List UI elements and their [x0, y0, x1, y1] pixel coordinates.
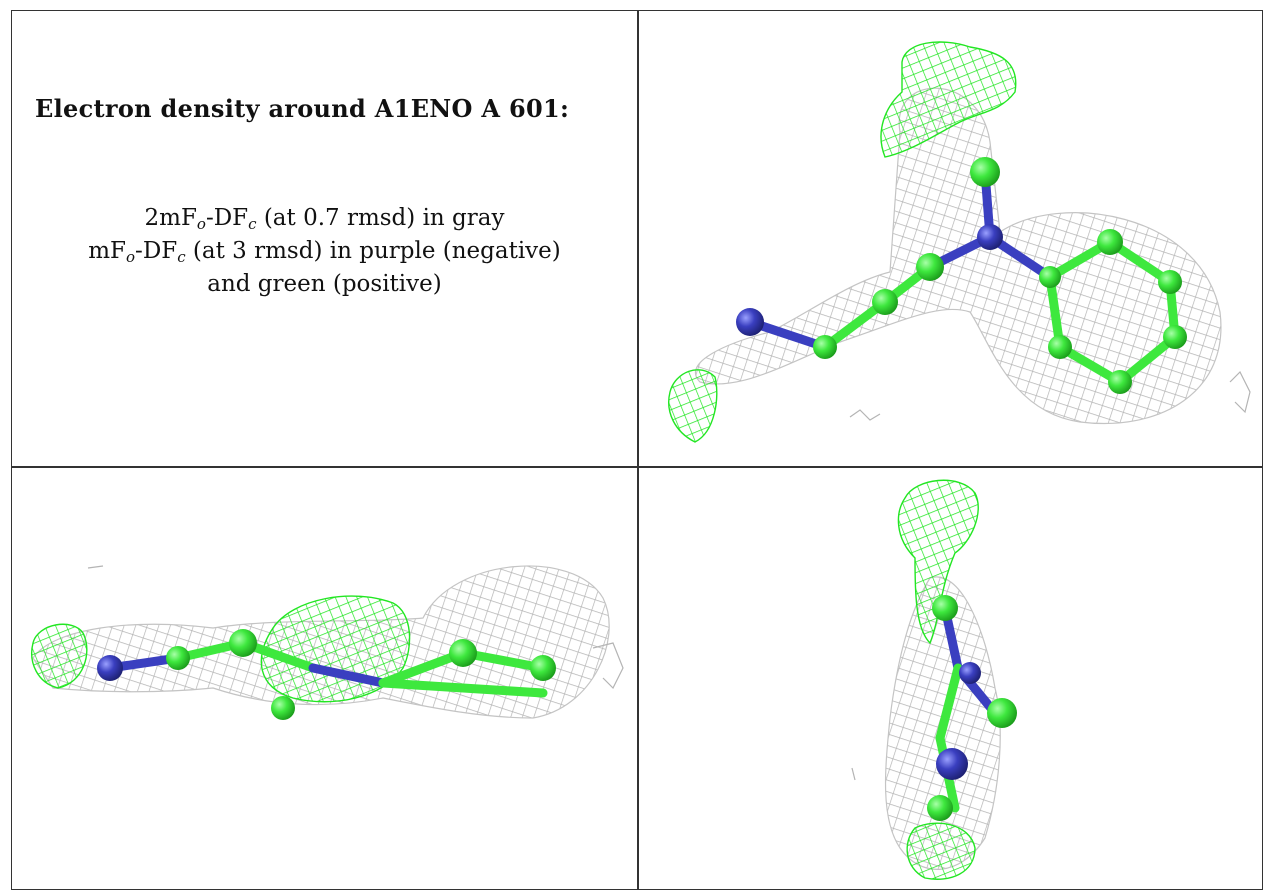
carbon-atom — [872, 289, 898, 315]
legend-sub: o — [126, 248, 136, 266]
carbon-atom — [932, 595, 958, 621]
carbon-atom — [1039, 266, 1061, 288]
molecule-atoms — [736, 157, 1187, 394]
molecule-atoms — [97, 629, 556, 720]
stray-mesh — [851, 767, 856, 781]
nitrogen-atom — [736, 308, 764, 336]
legend-sub: c — [177, 248, 186, 266]
grid-divider-vertical — [637, 10, 639, 890]
legend-term: -DF — [135, 238, 178, 264]
density-view-end — [640, 468, 1261, 889]
carbon-atom — [1163, 325, 1187, 349]
legend-line-3: and green (positive) — [207, 271, 442, 297]
carbon-atom — [970, 157, 1000, 187]
carbon-atom — [166, 646, 190, 670]
density-render-end — [851, 479, 1017, 880]
green-density-mesh — [897, 479, 979, 880]
green-density-mesh — [668, 41, 1017, 443]
legend-term: mF — [88, 238, 127, 264]
carbon-atom — [1158, 270, 1182, 294]
carbon-atom — [813, 335, 837, 359]
carbon-atom — [449, 639, 477, 667]
legend-term: 2mF — [144, 205, 197, 231]
nitrogen-atom — [959, 662, 981, 684]
legend-line-2mfo: 2mFo-DFc (at 0.7 rmsd) in gray — [13, 202, 636, 235]
carbon-atom — [927, 795, 953, 821]
molecule-atoms — [927, 595, 1017, 821]
carbon-atom — [1048, 335, 1072, 359]
nitrogen-atom — [97, 655, 123, 681]
density-view-side — [13, 468, 636, 889]
carbon-atom — [987, 698, 1017, 728]
nitrogen-atom — [977, 224, 1003, 250]
nitrogen-atom — [936, 748, 968, 780]
legend-term: -DF — [205, 205, 249, 231]
green-density-mesh — [31, 595, 411, 703]
grid-divider-horizontal — [11, 466, 1263, 468]
carbon-atom — [1108, 370, 1132, 394]
legend-desc: (at 3 rmsd) in purple (negative) — [185, 238, 561, 264]
legend-text: 2mFo-DFc (at 0.7 rmsd) in gray mFo-DFc (… — [13, 202, 636, 301]
density-view-top — [640, 12, 1261, 465]
carbon-atom — [916, 253, 944, 281]
legend-sub: o — [196, 215, 206, 233]
stray-mesh — [87, 565, 624, 690]
carbon-atom — [530, 655, 556, 681]
density-render-top — [668, 41, 1251, 443]
caption-cell: Electron density around A1ENO A 601: 2mF… — [13, 12, 636, 465]
figure-title: Electron density around A1ENO A 601: — [35, 94, 570, 123]
legend-desc: (at 0.7 rmsd) in gray — [256, 205, 505, 231]
density-render-side — [31, 565, 624, 720]
stray-mesh — [849, 370, 1251, 421]
carbon-atom — [271, 696, 295, 720]
legend-sub: c — [248, 215, 257, 233]
legend-line-mfo: mFo-DFc (at 3 rmsd) in purple (negative) — [13, 235, 636, 268]
carbon-atom — [1097, 229, 1123, 255]
carbon-atom — [229, 629, 257, 657]
